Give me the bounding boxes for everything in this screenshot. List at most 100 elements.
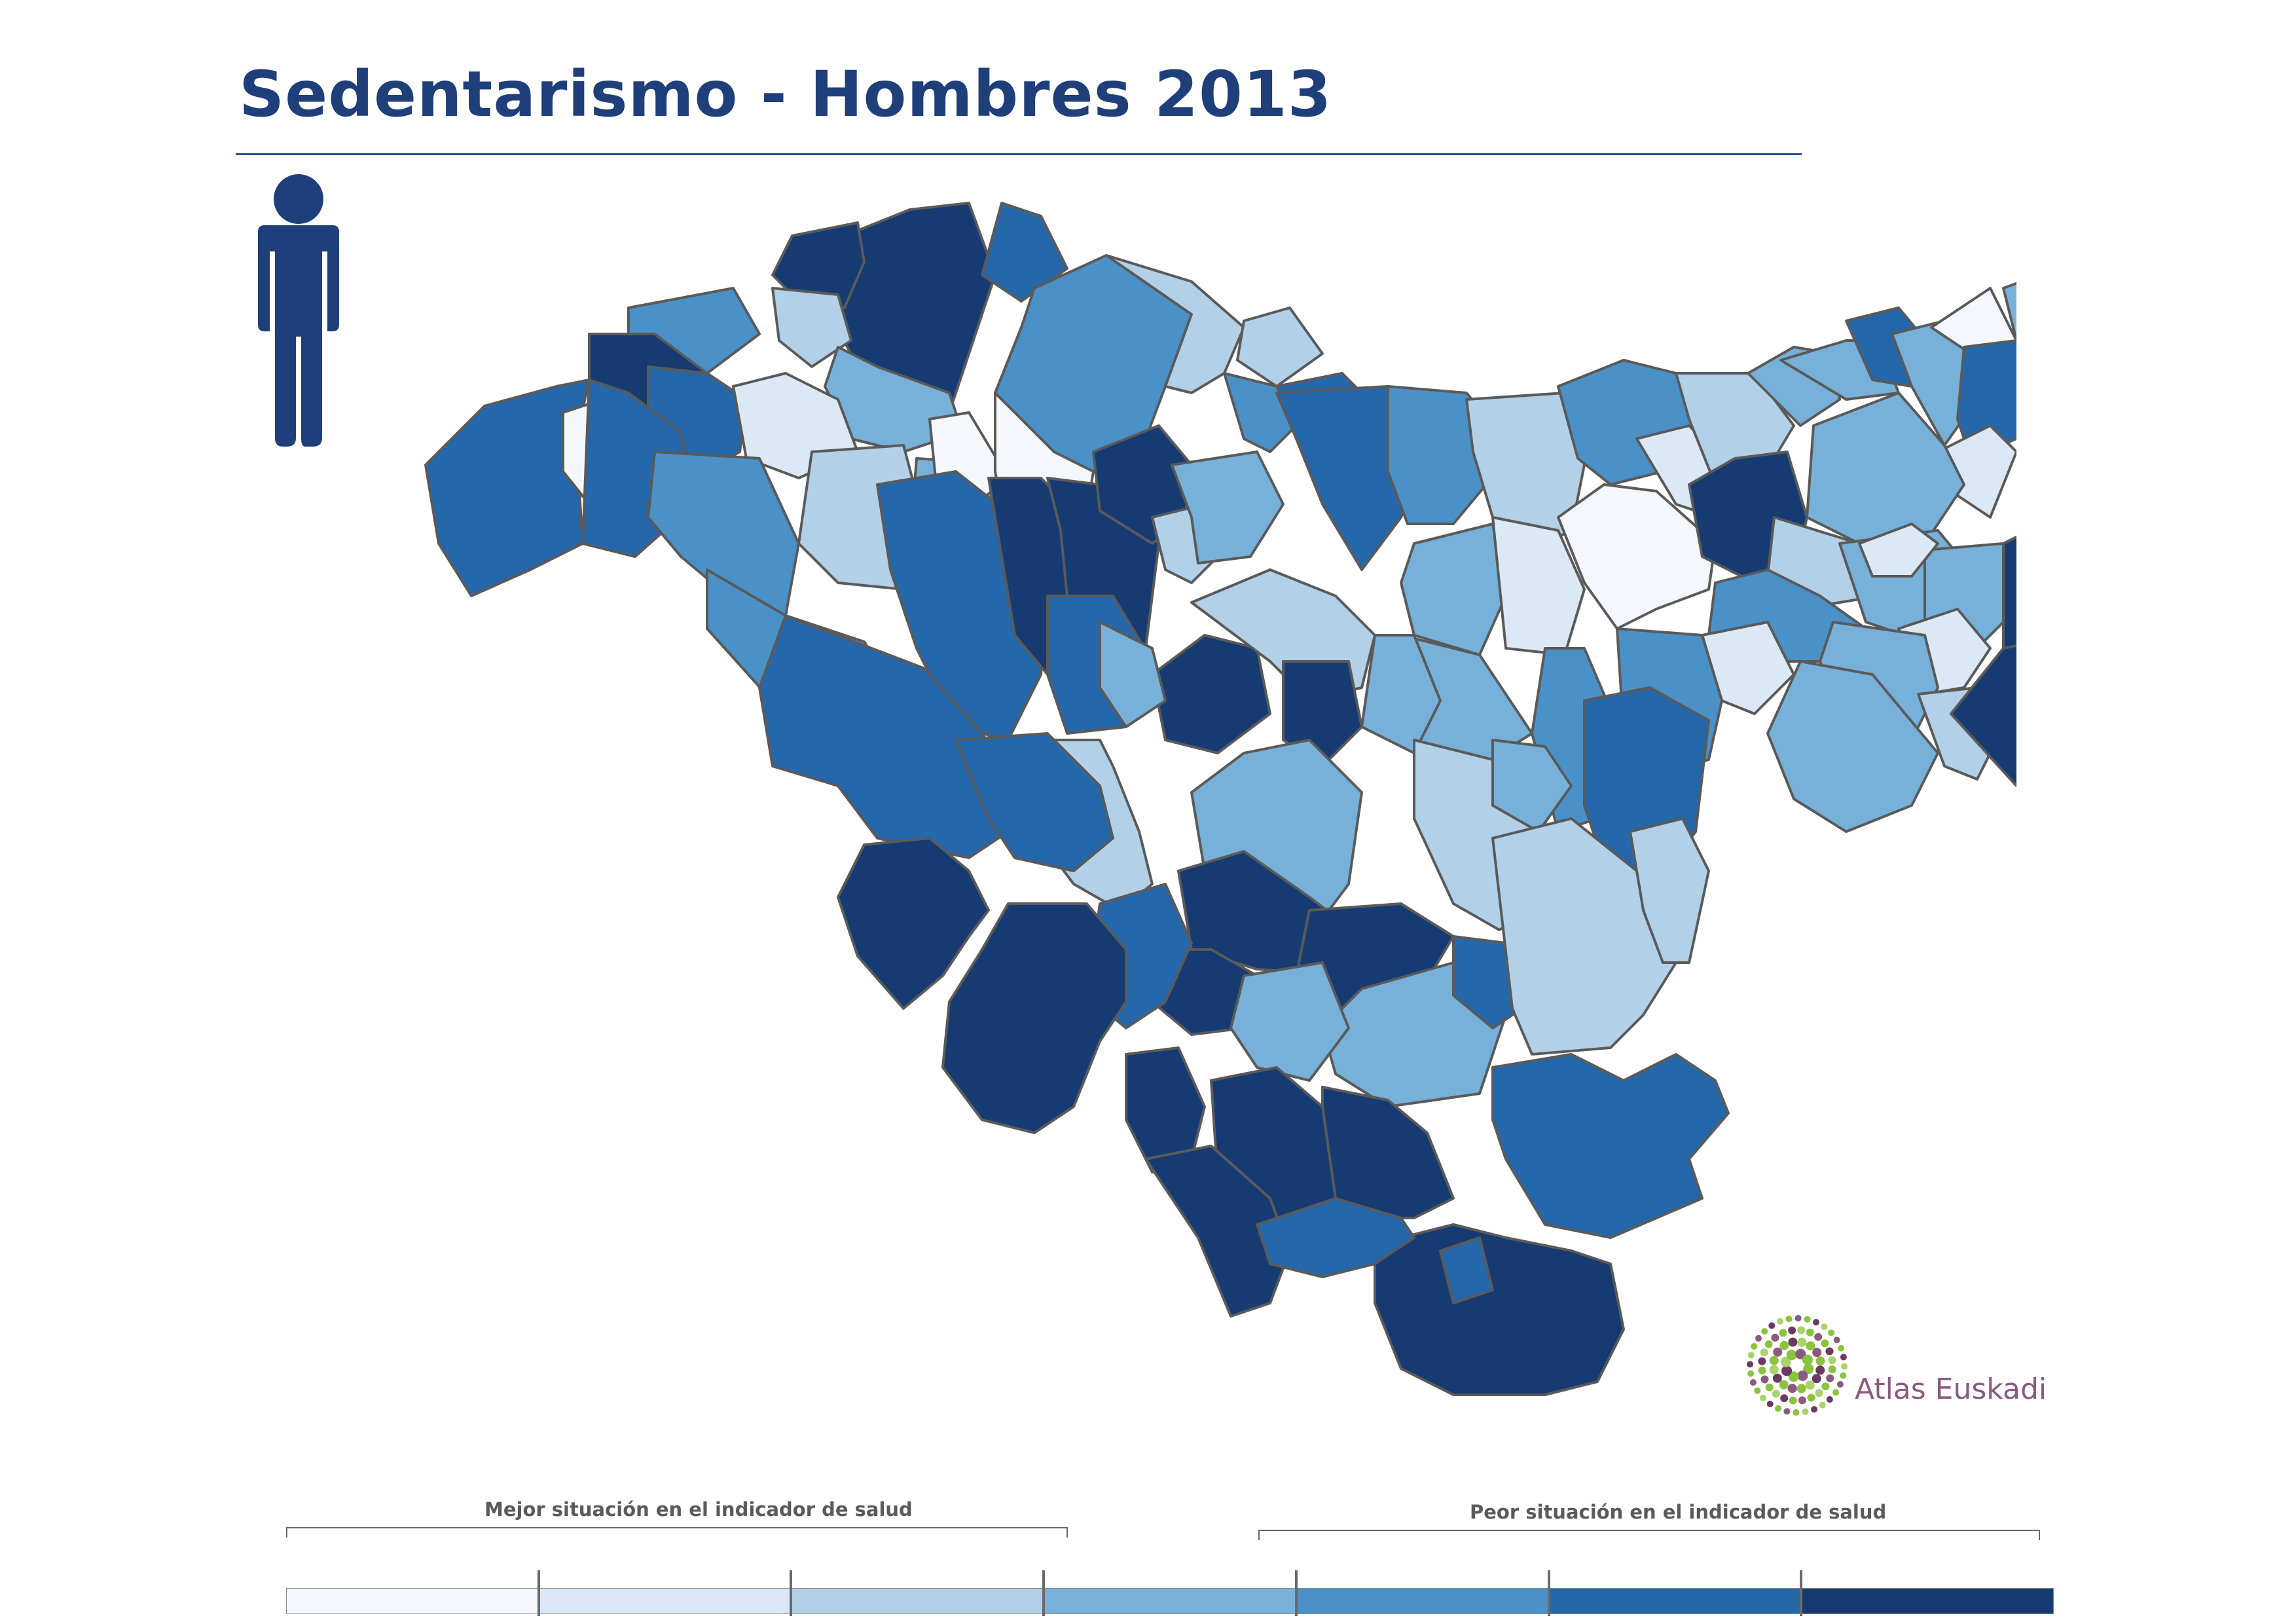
logo-dot xyxy=(1806,1328,1814,1337)
legend-tick xyxy=(1547,1570,1550,1616)
map-region xyxy=(1400,523,1507,656)
legend-tick xyxy=(1042,1570,1046,1616)
legend-left-label: Mejor situación en el indicador de salud xyxy=(484,1498,913,1521)
logo-dot xyxy=(1840,1372,1847,1379)
logo-dot xyxy=(1798,1396,1806,1405)
logo-dot xyxy=(1776,1318,1783,1325)
logo-dot xyxy=(1828,1365,1836,1374)
map-region xyxy=(1950,644,2016,788)
logo-dot xyxy=(1806,1341,1815,1351)
map-region xyxy=(1806,392,1965,545)
legend-right-label: Peor situación en el indicador de salud xyxy=(1470,1501,1887,1523)
map-region xyxy=(1491,1053,1730,1239)
logo-dot xyxy=(1821,1323,1828,1330)
logo-dot xyxy=(1797,1370,1808,1381)
logo-dot xyxy=(1765,1383,1774,1392)
map-region xyxy=(1629,817,1710,964)
logo-dot xyxy=(1796,1384,1806,1393)
map-region xyxy=(1360,634,1442,754)
logo-dot xyxy=(1812,1348,1822,1357)
logo-dot xyxy=(1758,1366,1766,1375)
choropleth-map xyxy=(424,202,2016,1396)
legend-color-scale xyxy=(286,1588,2054,1614)
logo-dot xyxy=(1760,1394,1766,1401)
logo-dot xyxy=(1760,1375,1769,1384)
logo-dot xyxy=(1788,1326,1796,1335)
map-region xyxy=(1374,1223,1625,1396)
logo-dot xyxy=(1764,1340,1773,1348)
logo-dot xyxy=(1797,1326,1806,1335)
logo-dot xyxy=(1815,1389,1823,1397)
map-region xyxy=(424,378,591,597)
logo-dot xyxy=(1825,1347,1834,1356)
logo-dot xyxy=(1833,1337,1840,1344)
map-region xyxy=(1236,306,1324,388)
logo-dot xyxy=(1836,1381,1844,1388)
legend-bin xyxy=(1548,1588,1802,1614)
map-region xyxy=(1099,621,1167,728)
logo-dot xyxy=(1802,1354,1813,1365)
logo-dot xyxy=(1815,1365,1825,1375)
logo-dot xyxy=(1758,1357,1766,1365)
logo-dot xyxy=(1826,1396,1833,1403)
logo-dot xyxy=(1819,1401,1826,1409)
logo-dot xyxy=(1821,1382,1830,1391)
logo-dot xyxy=(1747,1370,1755,1377)
logo-dot xyxy=(1802,1408,1809,1415)
logo-dot xyxy=(1797,1337,1807,1347)
legend-bin xyxy=(286,1588,539,1614)
logo-dot xyxy=(1747,1361,1753,1368)
logo-dot xyxy=(1787,1384,1797,1393)
legend-bin xyxy=(1296,1588,1549,1614)
logo-dot xyxy=(1789,1396,1797,1405)
logo-dot xyxy=(1832,1389,1839,1396)
logo-dot xyxy=(1779,1340,1789,1350)
logo-dot xyxy=(1795,1348,1806,1359)
logo-dot xyxy=(1828,1329,1834,1337)
legend-bin xyxy=(1044,1588,1296,1614)
logo-dot xyxy=(1768,1322,1776,1329)
logo-dot xyxy=(1780,1394,1789,1403)
logo-dot xyxy=(1804,1316,1811,1323)
logo-dot xyxy=(1781,1365,1793,1376)
logo-dot xyxy=(1772,1390,1780,1398)
logo-text: Atlas Euskadi xyxy=(1855,1373,2047,1406)
logo-dot xyxy=(1840,1354,1847,1361)
map-region xyxy=(955,732,1114,872)
map-region xyxy=(837,837,990,1010)
atlas-euskadi-logo-icon xyxy=(1747,1315,1848,1416)
legend-tick xyxy=(790,1570,793,1616)
logo-dot xyxy=(1841,1363,1848,1370)
map-region xyxy=(1321,1086,1455,1219)
logo-dot xyxy=(1779,1380,1789,1390)
logo-dot xyxy=(1754,1387,1761,1394)
logo-dot xyxy=(1785,1316,1793,1323)
legend-right-bracket xyxy=(1258,1530,2040,1540)
logo-dot xyxy=(1780,1356,1791,1367)
logo-dot xyxy=(1769,1365,1779,1375)
logo-dot xyxy=(1775,1405,1781,1412)
logo-dot xyxy=(1772,1373,1782,1383)
map-region xyxy=(1557,483,1717,630)
legend-left-bracket xyxy=(286,1527,1068,1538)
logo-dot xyxy=(1838,1344,1845,1352)
logo-dot xyxy=(1811,1406,1818,1413)
logo-dot xyxy=(1793,1409,1800,1416)
map-region xyxy=(2002,282,2016,342)
logo-dot xyxy=(1795,1315,1802,1321)
logo-dot xyxy=(1803,1363,1814,1375)
logo-dot xyxy=(1751,1343,1758,1350)
logo-dot xyxy=(1828,1356,1836,1365)
map-region xyxy=(1956,339,2016,460)
map-region xyxy=(1491,739,1573,833)
map-region xyxy=(1256,1197,1415,1278)
map-region xyxy=(1858,523,1939,578)
map-region xyxy=(771,287,852,368)
map-region xyxy=(1105,254,1245,394)
logo-dot xyxy=(1779,1329,1787,1337)
logo-dot xyxy=(1788,1371,1799,1382)
logo-dot xyxy=(1749,1379,1757,1386)
logo-dot xyxy=(1826,1374,1834,1382)
map-region xyxy=(1491,817,1677,1056)
legend-tick xyxy=(537,1570,540,1616)
